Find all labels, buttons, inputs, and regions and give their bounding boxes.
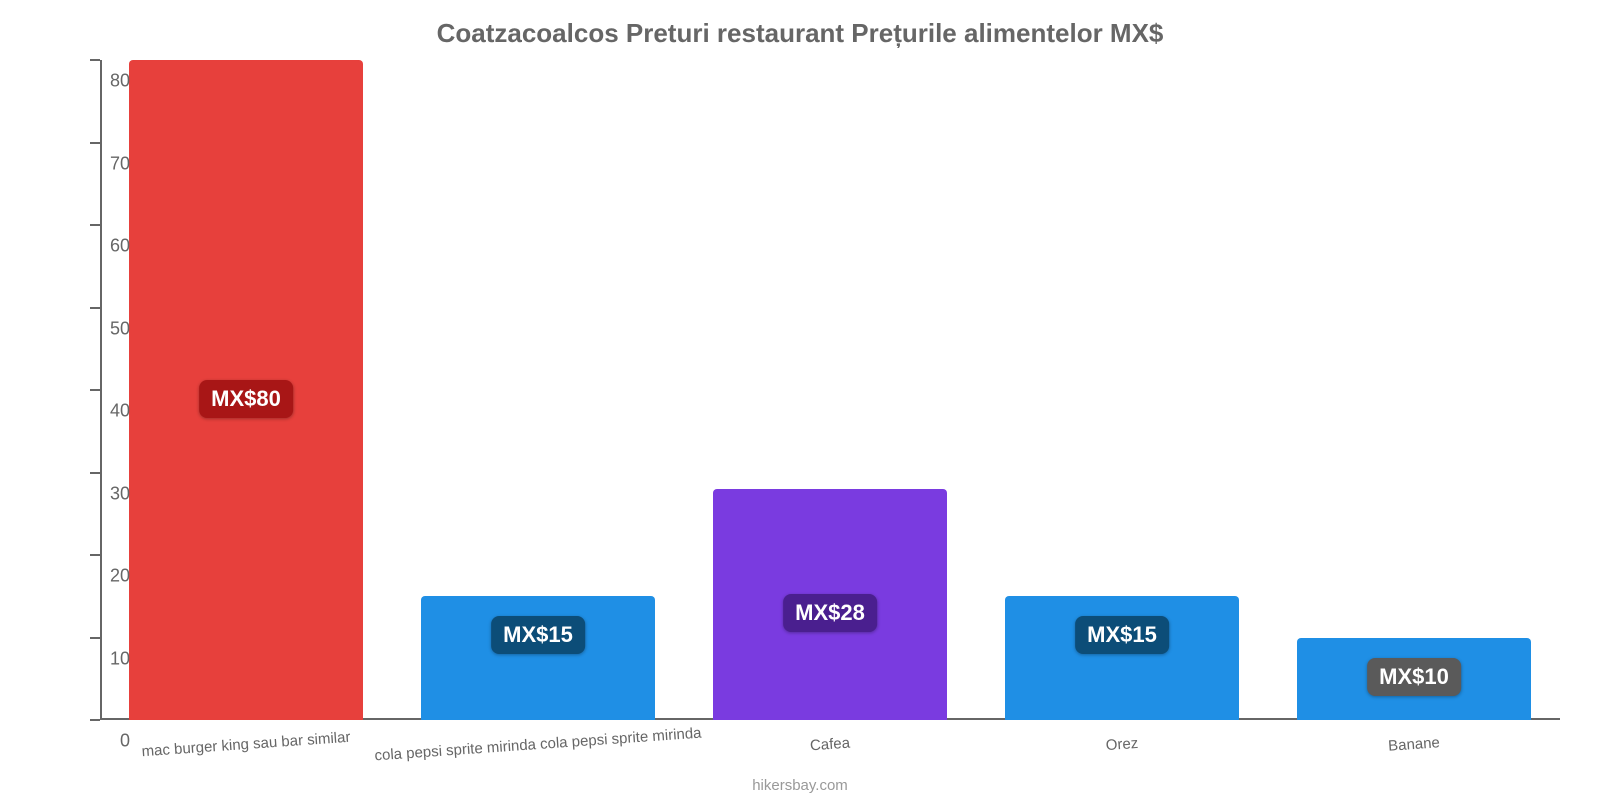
y-tick bbox=[90, 719, 100, 721]
chart-title: Coatzacoalcos Preturi restaurant Prețuri… bbox=[0, 18, 1600, 49]
category-label: Cafea bbox=[809, 735, 850, 755]
value-badge: MX$80 bbox=[199, 380, 293, 418]
y-tick bbox=[90, 224, 100, 226]
y-tick bbox=[90, 142, 100, 144]
y-tick-label: 0 bbox=[70, 731, 130, 752]
y-tick-label: 40 bbox=[70, 401, 130, 422]
y-tick-label: 70 bbox=[70, 153, 130, 174]
category-label: Orez bbox=[1105, 735, 1139, 754]
value-badge: MX$28 bbox=[783, 594, 877, 632]
y-tick-label: 80 bbox=[70, 71, 130, 92]
y-tick-label: 10 bbox=[70, 648, 130, 669]
y-tick bbox=[90, 59, 100, 61]
y-tick-label: 50 bbox=[70, 318, 130, 339]
price-bar-chart: Coatzacoalcos Preturi restaurant Prețuri… bbox=[0, 0, 1600, 800]
bar-slot: MX$15Orez bbox=[976, 60, 1268, 720]
category-label: mac burger king sau bar similar bbox=[141, 729, 351, 761]
bar-slot: MX$10Banane bbox=[1268, 60, 1560, 720]
value-badge: MX$10 bbox=[1367, 658, 1461, 696]
bar: MX$10 bbox=[1297, 638, 1531, 721]
y-tick bbox=[90, 637, 100, 639]
value-badge: MX$15 bbox=[1075, 616, 1169, 654]
y-tick-label: 60 bbox=[70, 236, 130, 257]
category-label: cola pepsi sprite mirinda cola pepsi spr… bbox=[374, 725, 702, 765]
category-label: Banane bbox=[1388, 734, 1441, 755]
attribution-text: hikersbay.com bbox=[0, 777, 1600, 794]
bar: MX$15 bbox=[421, 596, 655, 720]
y-tick bbox=[90, 554, 100, 556]
bar-slot: MX$15cola pepsi sprite mirinda cola peps… bbox=[392, 60, 684, 720]
bar: MX$28 bbox=[713, 489, 947, 720]
y-tick bbox=[90, 472, 100, 474]
bars-container: MX$80mac burger king sau bar similarMX$1… bbox=[100, 60, 1560, 720]
y-tick-label: 20 bbox=[70, 566, 130, 587]
y-tick bbox=[90, 389, 100, 391]
y-tick-label: 30 bbox=[70, 483, 130, 504]
bar: MX$15 bbox=[1005, 596, 1239, 720]
bar-slot: MX$28Cafea bbox=[684, 60, 976, 720]
y-tick bbox=[90, 307, 100, 309]
value-badge: MX$15 bbox=[491, 616, 585, 654]
bar-slot: MX$80mac burger king sau bar similar bbox=[100, 60, 392, 720]
bar: MX$80 bbox=[129, 60, 363, 720]
plot-area: MX$80mac burger king sau bar similarMX$1… bbox=[100, 60, 1560, 720]
